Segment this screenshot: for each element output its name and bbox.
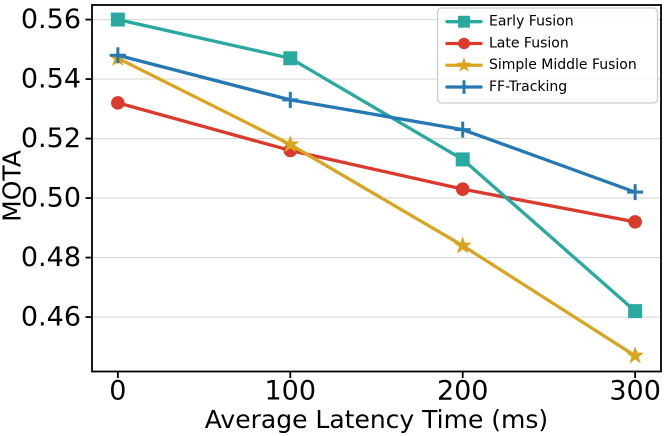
data-point-plus xyxy=(454,121,471,138)
y-tick-label: 0.48 xyxy=(21,242,81,273)
legend-label-early-fusion: Early Fusion xyxy=(489,14,574,30)
series-line-ff-tracking xyxy=(116,53,637,194)
data-point-square xyxy=(455,152,470,167)
data-point-star xyxy=(456,57,472,72)
data-point-star xyxy=(453,236,472,254)
data-point-circle xyxy=(628,215,642,229)
x-axis-label: Average Latency Time (ms) xyxy=(204,405,549,434)
y-tick-label: 0.46 xyxy=(21,302,81,333)
series-line-early-fusion xyxy=(116,17,637,313)
data-point-circle xyxy=(458,37,470,50)
x-tick-label: 100 xyxy=(265,376,317,407)
legend-label-late-fusion: Late Fusion xyxy=(489,35,569,51)
data-point-square xyxy=(110,12,125,27)
x-tick-label: 0 xyxy=(109,376,126,407)
y-tick-label: 0.52 xyxy=(21,123,81,154)
y-axis-label: MOTA xyxy=(0,150,27,222)
data-point-plus xyxy=(457,80,471,94)
x-tick-label: 300 xyxy=(609,376,661,407)
y-tick-label: 0.54 xyxy=(21,64,81,95)
y-tick-label: 0.56 xyxy=(21,4,81,35)
x-tick-label: 200 xyxy=(437,376,489,407)
data-point-star xyxy=(281,135,300,153)
legend-label-simple-middle-fusion: Simple Middle Fusion xyxy=(489,57,637,73)
data-point-plus xyxy=(282,91,299,108)
data-point-square xyxy=(283,51,298,66)
plot-border xyxy=(91,4,662,373)
legend-label-ff-tracking: FF-Tracking xyxy=(489,79,567,95)
data-point-square xyxy=(458,15,470,28)
series-line-simple-middle-fusion xyxy=(116,56,637,358)
data-point-circle xyxy=(111,96,125,110)
data-point-circle xyxy=(455,182,470,196)
y-tick-label: 0.50 xyxy=(21,183,81,214)
data-point-square xyxy=(628,304,643,319)
data-point-plus xyxy=(109,47,126,64)
series-line-late-fusion xyxy=(116,101,637,224)
legend-box xyxy=(436,7,659,104)
data-point-star xyxy=(626,346,645,364)
data-point-plus xyxy=(627,184,644,201)
